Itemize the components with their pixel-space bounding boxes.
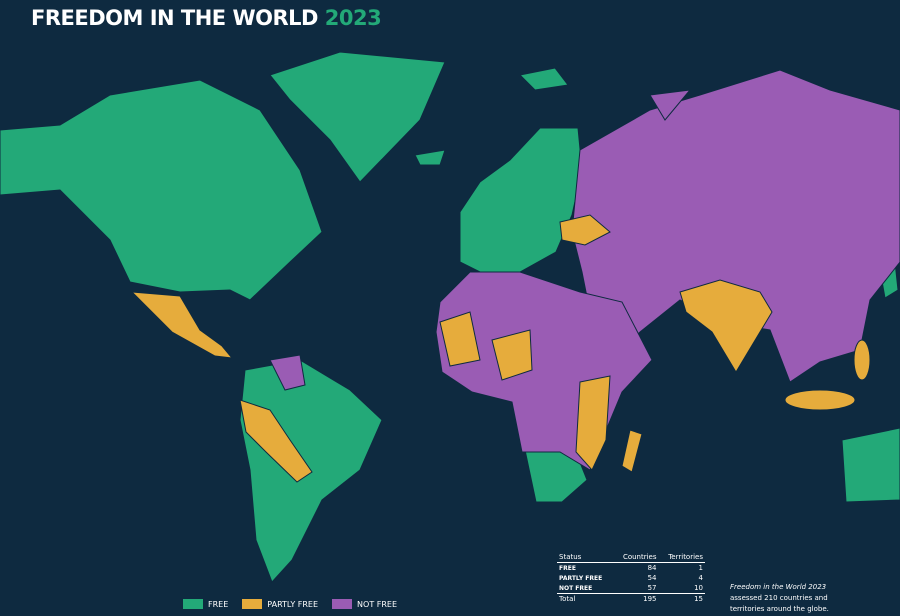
table-cell: 1 bbox=[698, 564, 703, 572]
table-row: FREE 84 1 bbox=[557, 563, 705, 574]
table-body: FREE 84 1 PARTLY FREE 54 4 NOT FREE 57 10 Total 19… bbox=[557, 563, 705, 605]
europe bbox=[459, 127, 583, 273]
legend-label: NOT FREE bbox=[357, 599, 398, 609]
column-header: Countries bbox=[622, 553, 657, 561]
andes bbox=[239, 399, 313, 483]
note: Freedom in the World 2023 assessed 210 co… bbox=[730, 582, 840, 615]
legend-swatch bbox=[242, 599, 263, 609]
table-cell: PARTLY FREE bbox=[559, 574, 603, 582]
summary-table: Status Countries Territories FREE 84 1 PARTLY… bbox=[557, 552, 705, 604]
title-text: FREEDOM IN THE WORLD bbox=[31, 6, 318, 30]
column-header: Territories bbox=[668, 553, 703, 561]
table-row: NOT FREE 57 10 bbox=[557, 583, 705, 594]
mexico-central-america bbox=[130, 291, 234, 359]
total-cell: 15 bbox=[694, 595, 703, 603]
legend-swatch bbox=[332, 599, 353, 609]
madagascar bbox=[621, 429, 643, 473]
note-title: Freedom in the World 2023 bbox=[730, 583, 827, 591]
legend: FREE PARTLY FREE NOT FREE bbox=[183, 599, 397, 609]
total-cell: 195 bbox=[643, 595, 657, 603]
column-header: Status bbox=[559, 553, 582, 561]
greenland bbox=[269, 51, 446, 183]
australia bbox=[841, 427, 900, 503]
east-africa bbox=[575, 375, 611, 471]
west-africa bbox=[439, 311, 481, 367]
nigeria bbox=[491, 329, 533, 381]
legend-swatch bbox=[183, 599, 203, 609]
ukraine bbox=[559, 214, 611, 246]
indonesia bbox=[784, 389, 856, 411]
philippines bbox=[853, 339, 871, 381]
table-cell: 10 bbox=[694, 584, 703, 592]
table-cell: 57 bbox=[647, 584, 657, 592]
table-row: PARTLY FREE 54 4 bbox=[557, 573, 705, 583]
legend-item: FREE bbox=[183, 599, 228, 609]
africa bbox=[435, 271, 653, 471]
legend-label: PARTLY FREE bbox=[267, 599, 319, 609]
table-cell: 84 bbox=[647, 564, 657, 572]
title-year: 2023 bbox=[324, 6, 382, 30]
iceland bbox=[414, 149, 446, 166]
novaya-zemlya bbox=[649, 89, 692, 121]
total-cell: Total bbox=[559, 595, 576, 603]
india bbox=[679, 279, 773, 373]
venezuela bbox=[269, 354, 306, 391]
legend-item: PARTLY FREE bbox=[242, 599, 318, 609]
table-cell: NOT FREE bbox=[559, 584, 593, 592]
total-row: Total 195 15 bbox=[557, 593, 705, 605]
title: FREEDOM IN THE WORLD 2023 bbox=[31, 6, 382, 30]
table-cell: FREE bbox=[559, 564, 576, 572]
north-america bbox=[0, 79, 323, 301]
table-cell: 4 bbox=[698, 574, 703, 582]
legend-label: FREE bbox=[208, 599, 229, 609]
partly-free-countries bbox=[130, 214, 871, 483]
svalbard bbox=[518, 67, 569, 91]
legend-item: NOT FREE bbox=[332, 599, 397, 609]
table-cell: 54 bbox=[647, 574, 657, 582]
table-header: Status Countries Territories bbox=[557, 552, 705, 563]
note-text: assessed 210 countries and territories a… bbox=[730, 594, 829, 613]
